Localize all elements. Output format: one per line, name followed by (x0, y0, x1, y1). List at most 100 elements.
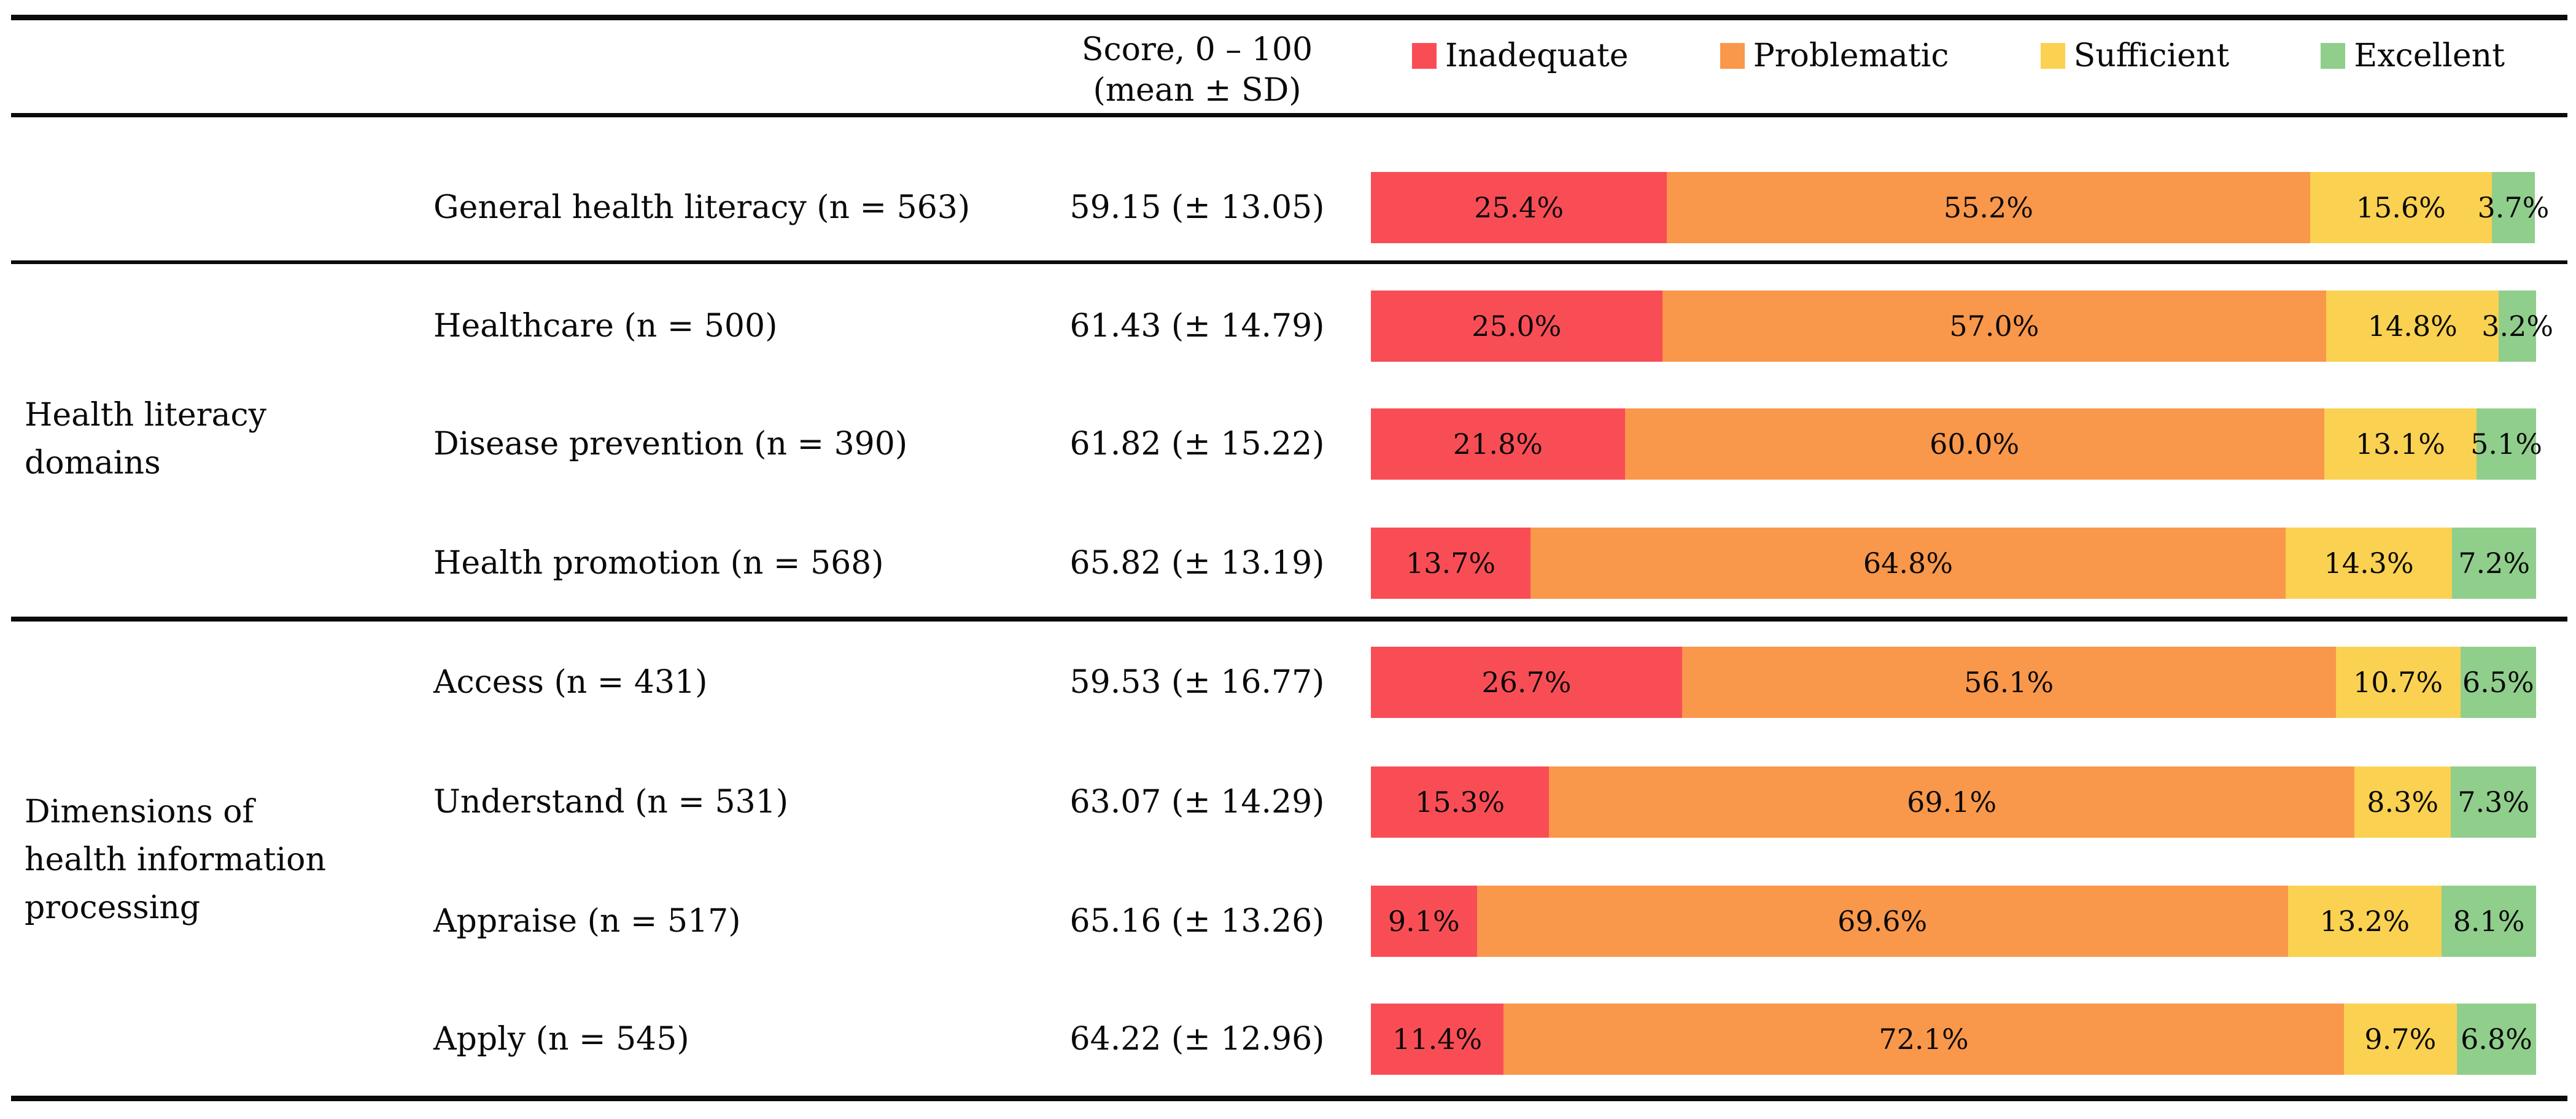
bar-segment-label: 26.7% (1481, 666, 1572, 699)
bar-segment-problematic: 69.1% (1549, 766, 2354, 838)
row-score-healthcare: 61.43 (± 14.79) (1069, 308, 1325, 345)
bar-segment-label: 5.1% (2470, 427, 2543, 461)
bar-segment-problematic: 64.8% (1530, 528, 2286, 599)
bar-segment-excellent: 7.3% (2451, 766, 2536, 838)
group-label-dimensions-of-health-information-processing: Dimensions of health information process… (25, 793, 326, 926)
legend-swatch-excellent (2321, 43, 2346, 69)
legend-label-sufficient: Sufficient (2073, 37, 2230, 74)
row-label-general-health-literacy: General health literacy (n = 563) (433, 189, 971, 226)
row-score-general-health-literacy: 59.15 (± 13.05) (1069, 189, 1325, 226)
legend: Inadequate Problematic Sufficient Excell… (1412, 37, 2505, 75)
legend-swatch-inadequate (1412, 43, 1437, 69)
bar-segment-excellent: 6.8% (2456, 1004, 2536, 1075)
bar-segment-sufficient: 13.2% (2287, 886, 2442, 957)
stacked-bar-healthcare: 25.0% 57.0% 14.8% 3.2% (1371, 290, 2553, 362)
bar-segment-problematic: 55.2% (1667, 172, 2310, 243)
bar-segment-label: 13.7% (1405, 547, 1496, 580)
row-score-health-promotion: 65.82 (± 13.19) (1069, 545, 1325, 582)
legend-swatch-problematic (1720, 43, 1745, 69)
bar-segment-label: 3.7% (2477, 191, 2550, 224)
rule-below-general-row (11, 260, 2567, 264)
row-label-disease-prevention: Disease prevention (n = 390) (433, 426, 908, 462)
stacked-bar-understand: 15.3% 69.1% 8.3% 7.3% (1371, 766, 2536, 838)
stacked-bar-health-promotion: 13.7% 64.8% 14.3% 7.2% (1371, 528, 2536, 599)
legend-swatch-sufficient (2040, 43, 2065, 69)
stacked-bar-appraise: 9.1% 69.6% 13.2% 8.1% (1371, 886, 2536, 957)
bar-segment-label: 9.1% (1387, 905, 1460, 938)
legend-item-inadequate: Inadequate (1412, 37, 1629, 74)
bar-segment-label: 10.7% (2353, 666, 2443, 699)
bar-segment-label: 25.4% (1473, 191, 1564, 224)
bar-segment-excellent: 8.1% (2442, 886, 2536, 957)
bar-segment-label: 7.3% (2458, 786, 2530, 819)
bar-segment-inadequate: 11.4% (1371, 1004, 1504, 1075)
row-label-healthcare: Healthcare (n = 500) (433, 308, 778, 345)
row-score-access: 59.53 (± 16.77) (1069, 664, 1325, 701)
rule-top (11, 15, 2567, 20)
bar-segment-label: 14.3% (2324, 547, 2414, 580)
row-label-apply: Apply (n = 545) (433, 1021, 689, 1058)
row-label-appraise: Appraise (n = 517) (433, 903, 741, 940)
stacked-bar-apply: 11.4% 72.1% 9.7% 6.8% (1371, 1004, 2536, 1075)
bar-segment-sufficient: 9.7% (2343, 1004, 2457, 1075)
bar-segment-label: 64.8% (1863, 547, 1953, 580)
legend-item-excellent: Excellent (2321, 37, 2505, 74)
bar-segment-sufficient: 8.3% (2354, 766, 2451, 838)
bar-segment-problematic: 72.1% (1503, 1004, 2344, 1075)
bar-segment-label: 9.7% (2364, 1023, 2437, 1056)
bar-segment-problematic: 57.0% (1662, 290, 2327, 362)
bar-segment-label: 15.3% (1415, 786, 1505, 819)
legend-item-problematic: Problematic (1720, 37, 1949, 74)
row-label-health-promotion: Health promotion (n = 568) (433, 545, 884, 582)
stacked-bar-disease-prevention: 21.8% 60.0% 13.1% 5.1% (1371, 408, 2542, 480)
group-label-health-literacy-domains: Health literacy domains (25, 397, 266, 482)
bar-segment-label: 72.1% (1879, 1023, 1969, 1056)
bar-segment-problematic: 69.6% (1476, 886, 2288, 957)
row-score-disease-prevention: 61.82 (± 15.22) (1069, 426, 1325, 462)
bar-segment-sufficient: 10.7% (2335, 647, 2461, 718)
legend-label-excellent: Excellent (2354, 37, 2505, 74)
rule-below-header (11, 113, 2567, 117)
bar-segment-excellent: 5.1% (2470, 408, 2542, 480)
bar-segment-label: 21.8% (1453, 427, 1543, 461)
bar-segment-label: 3.2% (2481, 310, 2554, 343)
row-score-apply: 64.22 (± 12.96) (1069, 1021, 1325, 1058)
legend-item-sufficient: Sufficient (2040, 37, 2230, 74)
bar-segment-label: 13.2% (2319, 905, 2410, 938)
bar-segment-label: 57.0% (1949, 310, 2039, 343)
bar-segment-label: 8.1% (2453, 905, 2525, 938)
bar-segment-label: 13.1% (2355, 427, 2445, 461)
row-label-understand: Understand (n = 531) (433, 784, 789, 821)
bar-segment-label: 25.0% (1472, 310, 1562, 343)
bar-segment-label: 69.1% (1907, 786, 1997, 819)
bar-segment-label: 60.0% (1930, 427, 2020, 461)
bar-segment-inadequate: 25.4% (1371, 172, 1667, 243)
bar-segment-sufficient: 14.3% (2285, 528, 2453, 599)
bar-segment-sufficient: 15.6% (2310, 172, 2492, 243)
row-score-understand: 63.07 (± 14.29) (1069, 784, 1325, 821)
bar-segment-excellent: 3.2% (2481, 290, 2553, 362)
row-score-appraise: 65.16 (± 13.26) (1069, 903, 1325, 940)
bar-segment-excellent: 6.5% (2460, 647, 2536, 718)
rule-bottom (11, 1096, 2567, 1101)
bar-segment-inadequate: 21.8% (1371, 408, 1625, 480)
bar-segment-excellent: 3.7% (2478, 172, 2549, 243)
bar-segment-sufficient: 13.1% (2324, 408, 2477, 480)
legend-label-inadequate: Inadequate (1445, 37, 1629, 74)
bar-segment-label: 69.6% (1837, 905, 1928, 938)
stacked-bar-access: 26.7% 56.1% 10.7% 6.5% (1371, 647, 2536, 718)
bar-segment-inadequate: 9.1% (1371, 886, 1477, 957)
bar-segment-label: 6.5% (2462, 666, 2534, 699)
bar-segment-label: 8.3% (2367, 786, 2439, 819)
bar-segment-excellent: 7.2% (2452, 528, 2536, 599)
bar-segment-label: 6.8% (2461, 1023, 2532, 1056)
bar-segment-problematic: 56.1% (1682, 647, 2336, 718)
legend-label-problematic: Problematic (1753, 37, 1949, 74)
row-label-access: Access (n = 431) (433, 664, 708, 701)
score-header-line2: (mean ± SD) (1093, 72, 1302, 109)
score-column-header: Score, 0 – 100 (mean ± SD) (1038, 29, 1357, 111)
bar-segment-label: 56.1% (1964, 666, 2054, 699)
bar-segment-label: 55.2% (1943, 191, 2033, 224)
stacked-bar-general-health-literacy: 25.4% 55.2% 15.6% 3.7% (1371, 172, 2549, 243)
